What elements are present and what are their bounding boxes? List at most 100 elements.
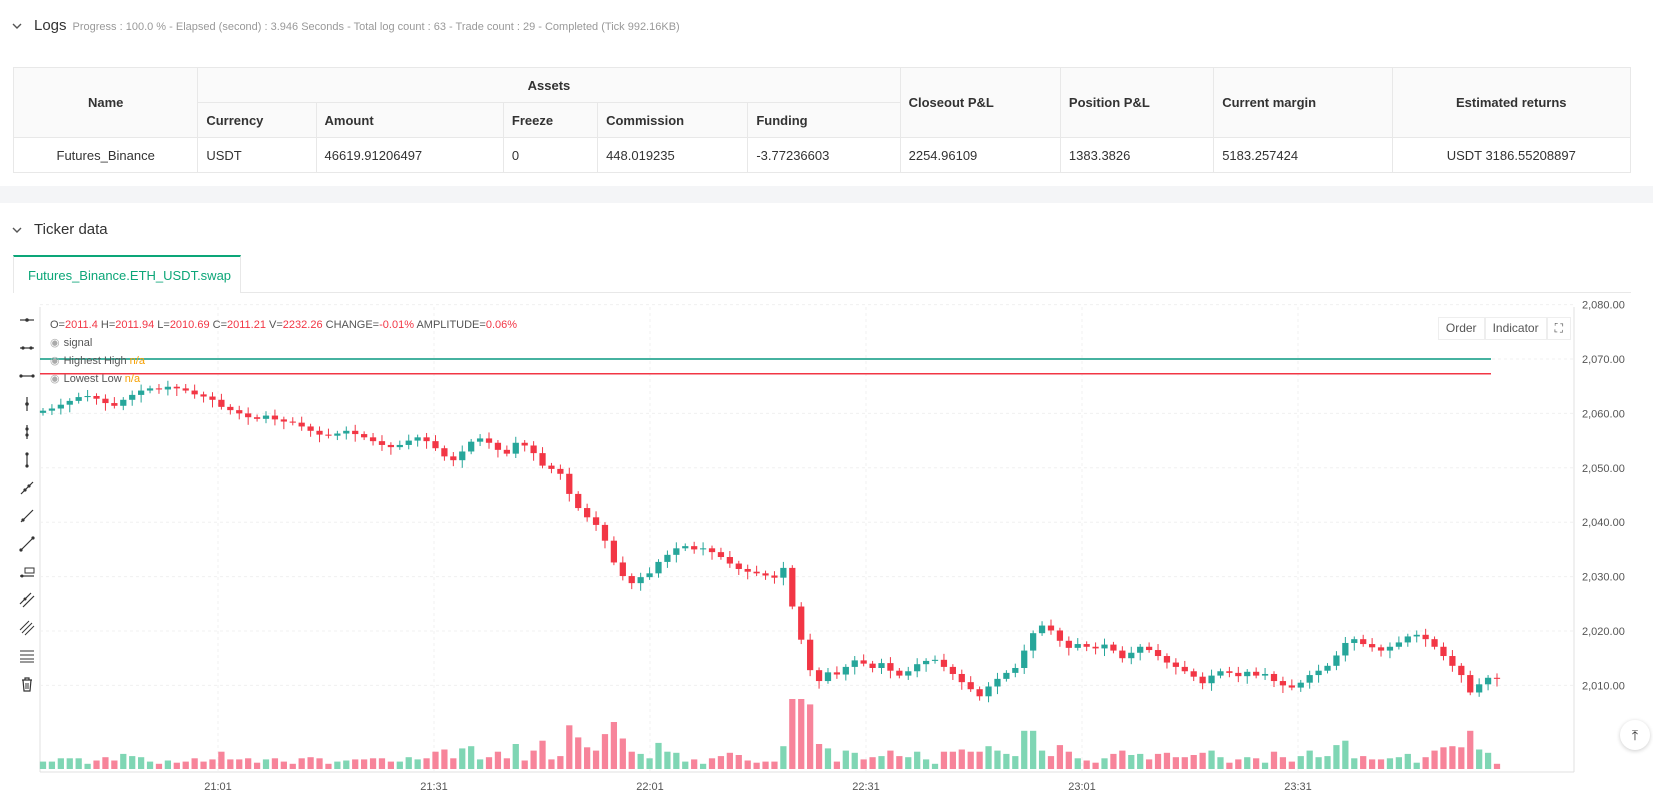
indicator-signal[interactable]: ◉ signal (50, 334, 517, 352)
candle-body (155, 388, 163, 390)
close-label: C= (212, 319, 228, 331)
ticker-header[interactable]: Ticker data (12, 221, 108, 238)
chevron-down-icon[interactable] (12, 225, 26, 237)
volume-bar (1021, 730, 1028, 769)
eye-icon[interactable]: ◉ (50, 355, 60, 367)
volume-bar (48, 761, 56, 769)
candle-body (708, 548, 716, 553)
chevron-down-icon[interactable] (12, 21, 26, 33)
volume-bar (1137, 753, 1144, 769)
fib-retracement-icon[interactable] (14, 642, 40, 670)
highest-high-label: Highest High (63, 355, 127, 367)
volume-bar (575, 737, 582, 769)
volume-bar (1377, 759, 1385, 769)
volume-bar (619, 738, 626, 769)
volume-bar (1047, 756, 1055, 769)
volume-bar (1413, 762, 1420, 769)
volume-bar (271, 758, 279, 769)
candle-body (1021, 650, 1028, 668)
candle-body (905, 671, 912, 676)
volume-bar (93, 760, 100, 769)
col-freeze: Freeze (502, 102, 599, 138)
candle-body (1324, 665, 1331, 671)
horizontal-segment-icon[interactable] (14, 362, 40, 390)
vertical-ray-icon[interactable] (14, 390, 40, 418)
volume-bar (914, 751, 921, 769)
trash-icon[interactable] (14, 670, 40, 698)
tab-eth-usdt-swap[interactable]: Futures_Binance.ETH_USDT.swap (13, 255, 241, 293)
volume-bar (289, 763, 296, 769)
segment-line-icon[interactable] (14, 530, 40, 558)
candle-body (289, 421, 296, 423)
candle-body (530, 445, 537, 454)
candle-body (1137, 646, 1144, 653)
volume-bar (958, 749, 965, 769)
volume-bar (869, 757, 876, 769)
volume-bar (1172, 757, 1179, 769)
cell-name: Futures_Binance (12, 137, 199, 173)
indicator-highest-high[interactable]: ◉ Highest High n/a (50, 352, 517, 370)
high-value: 2011.94 (115, 319, 155, 331)
candle-body (316, 430, 323, 435)
volume-bar (940, 751, 948, 769)
candle-body (343, 430, 350, 434)
candle-body (789, 567, 796, 607)
candle-body (468, 441, 475, 452)
horizontal-ray-icon[interactable] (14, 306, 40, 334)
candle-body (1315, 670, 1322, 676)
volume-bar (468, 746, 475, 769)
fullscreen-icon[interactable]: ⛶ (1546, 317, 1571, 340)
amplitude-label: AMPLITUDE= (416, 319, 486, 331)
volume-bar (610, 722, 618, 769)
parallel-channel-icon[interactable] (14, 586, 40, 614)
scroll-to-top-button[interactable]: ⤒ (1620, 720, 1650, 750)
price-label-icon[interactable] (14, 558, 40, 586)
volume-bar (245, 758, 252, 769)
volume-bar (780, 746, 787, 769)
volume-bar (1012, 756, 1019, 769)
candle-body (931, 659, 939, 661)
cell-amount: 46619.91206497 (315, 137, 504, 173)
candle-body (958, 673, 965, 683)
candle-body (423, 437, 430, 442)
candle-body (1404, 636, 1411, 643)
ray-line-icon[interactable] (14, 502, 40, 530)
order-button[interactable]: Order (1437, 317, 1485, 340)
volume-bar (1074, 758, 1081, 769)
indicator-button[interactable]: Indicator (1484, 317, 1547, 340)
volume-bar (637, 753, 644, 769)
y-tick-label: 2,060.00 (1582, 408, 1625, 420)
fib-channel-icon[interactable] (14, 614, 40, 642)
volume-bar (1208, 750, 1215, 769)
volume-bar (494, 751, 502, 769)
volume-bar (985, 746, 992, 769)
candle-body (1431, 639, 1438, 647)
candlestick-chart[interactable]: 2,080.00 2,070.00 2,060.00 2,050.00 2,040.00… (0, 300, 1653, 800)
candle-body (1333, 655, 1340, 666)
trend-line-icon[interactable] (14, 474, 40, 502)
candle-body (1458, 665, 1465, 676)
candle-body (1038, 625, 1046, 634)
candle-body (521, 442, 528, 446)
vertical-segment-icon[interactable] (14, 446, 40, 474)
section-divider (0, 186, 1653, 203)
volume-bar (682, 761, 689, 769)
open-label: O= (50, 319, 65, 331)
candle-body (619, 562, 626, 577)
eye-icon[interactable]: ◉ (50, 373, 60, 385)
vertical-line-icon[interactable] (14, 418, 40, 446)
candle-body (120, 399, 127, 406)
eye-icon[interactable]: ◉ (50, 337, 60, 349)
volume-bar (459, 748, 466, 769)
volume-bar (807, 704, 814, 769)
volume-bar (155, 763, 163, 769)
volume-bar (548, 759, 555, 769)
logs-header[interactable]: Logs Progress : 100.0 % - Elapsed (secon… (12, 17, 680, 34)
candle-body (369, 437, 377, 442)
candle-body (735, 563, 742, 569)
volume-bar (646, 758, 653, 769)
volume-bar (1297, 756, 1304, 769)
horizontal-line-icon[interactable] (14, 334, 40, 362)
volume-bar (396, 761, 403, 769)
indicator-lowest-low[interactable]: ◉ Lowest Low n/a (50, 370, 517, 388)
